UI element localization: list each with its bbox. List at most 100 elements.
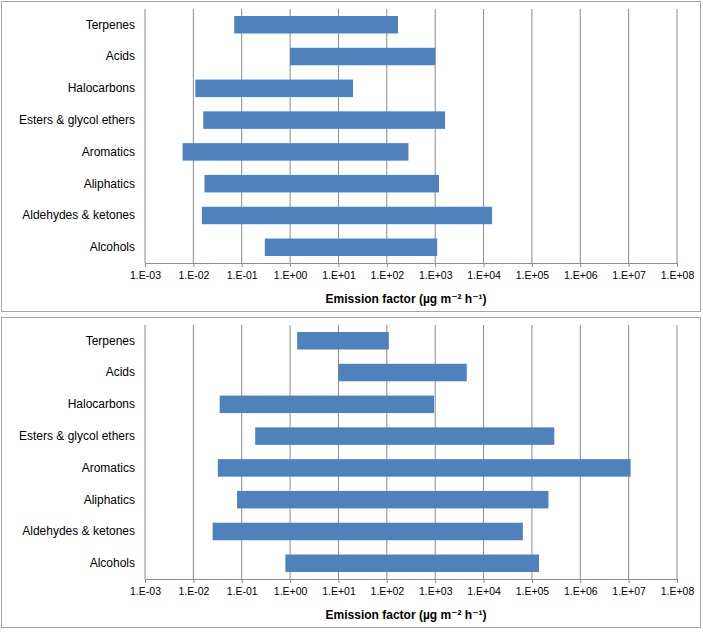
grid-line bbox=[241, 325, 242, 579]
y-tick: Acids bbox=[106, 49, 135, 63]
tick-label: 1.E+00 bbox=[274, 585, 308, 597]
category-label: Aldehydes & ketones bbox=[22, 524, 135, 538]
grid-line bbox=[386, 9, 387, 263]
tick-mark bbox=[677, 579, 678, 583]
y-tick: Aromatics bbox=[82, 145, 135, 159]
category-label: Aliphatics bbox=[84, 493, 135, 507]
x-tick: 1.E-02 bbox=[178, 579, 209, 597]
x-tick: 1.E+04 bbox=[467, 263, 501, 281]
tick-mark bbox=[580, 263, 581, 267]
panel-frame bbox=[2, 2, 701, 312]
grid-line bbox=[290, 325, 291, 579]
y-tick: Esters & glycol ethers bbox=[19, 113, 135, 127]
tick-mark bbox=[435, 579, 436, 583]
category-label: Alcohols bbox=[90, 240, 135, 254]
tick-mark bbox=[242, 263, 243, 267]
tick-label: 1.E+05 bbox=[516, 269, 550, 281]
tick-label: 1.E+07 bbox=[612, 269, 646, 281]
x-axis: 1.E-031.E-021.E-011.E+001.E+011.E+021.E+… bbox=[130, 579, 694, 597]
tick-label: 1.E+07 bbox=[612, 585, 646, 597]
bar bbox=[285, 555, 539, 572]
x-tick: 1.E-03 bbox=[130, 263, 161, 281]
y-tick: Aliphatics bbox=[84, 177, 135, 191]
x-tick: 1.E+01 bbox=[322, 263, 356, 281]
category-label: Alcohols bbox=[90, 556, 135, 570]
grid-line bbox=[241, 9, 242, 263]
category-label: Esters & glycol ethers bbox=[19, 113, 135, 127]
figure: 1.E-03 1.E-02 1.E-01 1.E+00 1.E+01 1.E+02 1.E+… bbox=[0, 0, 703, 633]
x-tick: 1.E+01 bbox=[322, 579, 356, 597]
axis-line bbox=[146, 579, 678, 580]
tick-label: 1.E+00 bbox=[274, 269, 308, 281]
x-tick: 1.E+02 bbox=[371, 263, 405, 281]
tick-label: 1.E+03 bbox=[419, 269, 453, 281]
tick-mark bbox=[193, 263, 194, 267]
tick-label: 1.E-02 bbox=[178, 585, 209, 597]
grid-line bbox=[193, 9, 194, 263]
x-tick: 1.E+06 bbox=[564, 579, 598, 597]
grid-line bbox=[677, 325, 678, 579]
tick-mark bbox=[145, 579, 146, 583]
category-label: Halocarbons bbox=[68, 397, 135, 411]
bar bbox=[205, 175, 440, 192]
y-tick: Halocarbons bbox=[68, 81, 135, 95]
x-tick: 1.E+00 bbox=[274, 579, 308, 597]
y-tick: Esters & glycol ethers bbox=[19, 429, 135, 443]
x-tick: 1.E-02 bbox=[178, 263, 209, 281]
category-label: Aliphatics bbox=[84, 177, 135, 191]
grid-line bbox=[145, 9, 146, 263]
tick-label: 1.E-02 bbox=[178, 269, 209, 281]
y-tick: Alcohols bbox=[90, 240, 135, 254]
category-label: Aromatics bbox=[82, 461, 135, 475]
grid-line bbox=[531, 325, 532, 579]
category-label: Acids bbox=[106, 365, 135, 379]
bar bbox=[213, 523, 523, 540]
grid bbox=[145, 9, 677, 263]
axis-line bbox=[146, 263, 678, 264]
tick-label: 1.E+01 bbox=[322, 269, 356, 281]
grid-line bbox=[435, 325, 436, 579]
tick-mark bbox=[242, 579, 243, 583]
y-axis: TerpenesAcidsHalocarbonsEsters & glycol … bbox=[19, 334, 135, 571]
x-tick: 1.E+08 bbox=[661, 263, 695, 281]
category-label: Terpenes bbox=[86, 18, 135, 32]
grid-line bbox=[338, 325, 339, 579]
x-tick: 1.E+00 bbox=[274, 263, 308, 281]
tick-mark bbox=[532, 579, 533, 583]
tick-label: 1.E+06 bbox=[564, 269, 598, 281]
x-tick: 1.E+08 bbox=[661, 579, 695, 597]
tick-label: 1.E+08 bbox=[661, 269, 695, 281]
grid-line bbox=[435, 9, 436, 263]
tick-label: 1.E-03 bbox=[130, 585, 161, 597]
x-tick: 1.E+04 bbox=[467, 579, 501, 597]
tick-mark bbox=[387, 579, 388, 583]
x-tick: 1.E+03 bbox=[419, 263, 453, 281]
y-tick: Aromatics bbox=[82, 461, 135, 475]
category-label: Esters & glycol ethers bbox=[19, 429, 135, 443]
tick-mark bbox=[484, 263, 485, 267]
tick-label: 1.E+03 bbox=[419, 585, 453, 597]
bars bbox=[213, 332, 631, 572]
chart-panel: 1.E-031.E-021.E-011.E+001.E+011.E+021.E+… bbox=[2, 318, 701, 628]
x-tick: 1.E-01 bbox=[227, 263, 258, 281]
bar bbox=[202, 207, 492, 224]
x-tick: 1.E+06 bbox=[564, 263, 598, 281]
tick-label: 1.E+04 bbox=[467, 585, 501, 597]
tick-mark bbox=[677, 263, 678, 267]
tick-mark bbox=[629, 579, 630, 583]
tick-mark bbox=[145, 263, 146, 267]
tick-label: 1.E+05 bbox=[516, 585, 550, 597]
grid-line bbox=[145, 325, 146, 579]
bar bbox=[203, 111, 445, 128]
grid-line bbox=[628, 9, 629, 263]
tick-label: 1.E-01 bbox=[227, 585, 258, 597]
x-axis: 1.E-03 1.E-02 1.E-01 1.E+00 1.E+01 1.E+02 1.E+… bbox=[130, 263, 694, 281]
bar bbox=[297, 332, 389, 349]
tick-mark bbox=[290, 263, 291, 267]
x-tick: 1.E+05 bbox=[516, 579, 550, 597]
grid-line bbox=[386, 325, 387, 579]
tick-mark bbox=[629, 263, 630, 267]
grid-line bbox=[338, 9, 339, 263]
chart-panel: 1.E-03 1.E-02 1.E-01 1.E+00 1.E+01 1.E+02 1.E+… bbox=[2, 2, 701, 312]
tick-mark bbox=[484, 579, 485, 583]
